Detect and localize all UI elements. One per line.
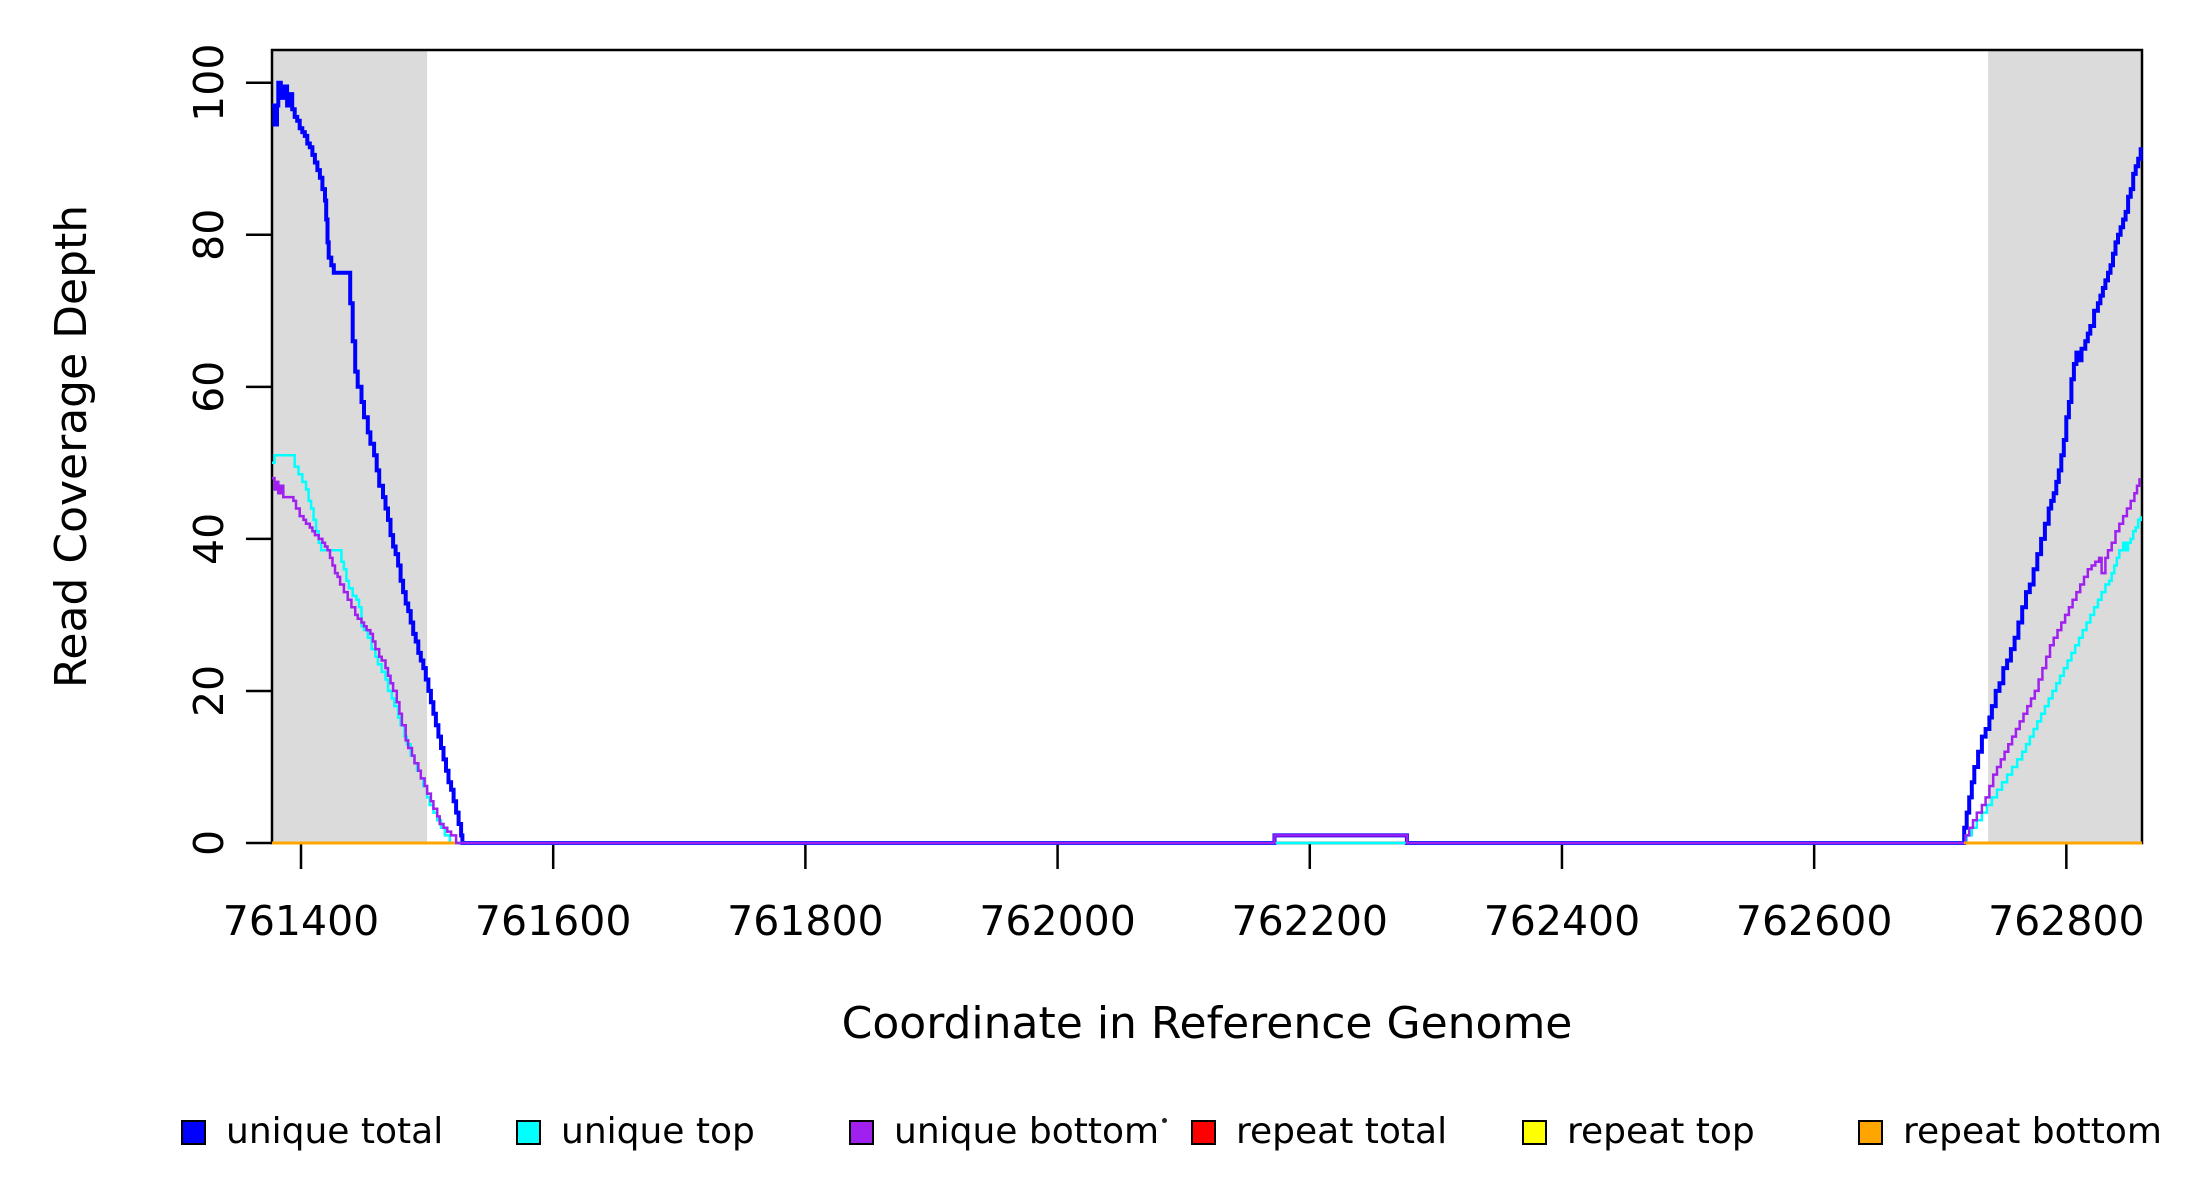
legend-item-repeat-top: repeat top xyxy=(1522,1114,1755,1150)
legend-label: unique bottom xyxy=(894,1111,1160,1152)
y-tick-label: 60 xyxy=(185,361,233,413)
x-tick-label: 762600 xyxy=(1736,897,1893,945)
y-tick-label: 40 xyxy=(185,513,233,565)
y-tick-label: 80 xyxy=(185,209,233,261)
plot-border xyxy=(270,48,2144,845)
legend-label: unique top xyxy=(561,1111,755,1152)
legend-label: repeat bottom xyxy=(1903,1111,2162,1152)
unique-top-swatch-icon xyxy=(516,1119,541,1145)
legend-item-repeat-total: repeat total xyxy=(1191,1114,1447,1150)
unique-bottom-swatch-icon xyxy=(849,1119,874,1145)
y-tick-label: 100 xyxy=(185,44,233,122)
x-tick-label: 761800 xyxy=(727,897,884,945)
legend-label: unique total xyxy=(226,1111,444,1152)
unique-total-swatch-icon xyxy=(181,1119,206,1145)
legend-label: repeat top xyxy=(1567,1111,1755,1152)
x-tick-label: 762400 xyxy=(1484,897,1641,945)
legend-stray-dot xyxy=(1162,1118,1167,1123)
y-tick-label: 0 xyxy=(185,830,233,856)
repeat-top-swatch-icon xyxy=(1522,1119,1547,1145)
x-tick-label: 762800 xyxy=(1988,897,2145,945)
series-unique-total xyxy=(272,80,2143,845)
series-unique-bottom xyxy=(272,476,2141,845)
left-repeat-band xyxy=(272,50,428,843)
legend-item-repeat-bottom: repeat bottom xyxy=(1858,1114,2162,1150)
legend-item-unique-top: unique top xyxy=(516,1114,755,1150)
repeat-total-swatch-icon xyxy=(1191,1119,1216,1145)
repeat-bottom-swatch-icon xyxy=(1858,1119,1883,1145)
x-axis-title: Coordinate in Reference Genome xyxy=(842,998,1573,1049)
x-tick-label: 762200 xyxy=(1232,897,1389,945)
legend-item-unique-total: unique total xyxy=(181,1114,443,1150)
y-tick-label: 20 xyxy=(185,665,233,717)
x-tick-label: 762000 xyxy=(979,897,1136,945)
legend-item-unique-bottom: unique bottom xyxy=(849,1114,1159,1150)
series-unique-top xyxy=(272,453,2142,845)
x-tick-label: 761600 xyxy=(475,897,632,945)
x-tick-label: 761400 xyxy=(223,897,380,945)
legend-label: repeat total xyxy=(1236,1111,1448,1152)
y-axis-title: Read Coverage Depth xyxy=(46,205,97,688)
